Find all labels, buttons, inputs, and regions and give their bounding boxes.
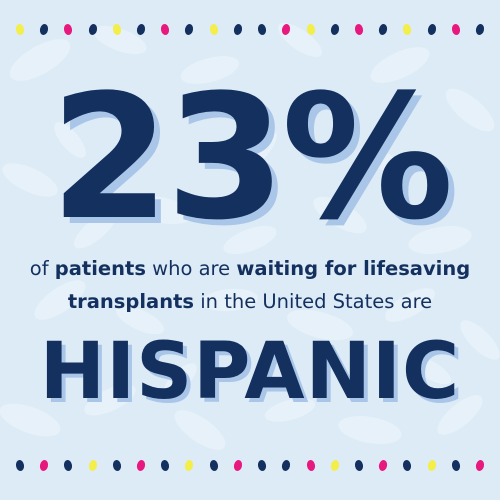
decorative-dot (426, 459, 437, 472)
description-line-2: transplants in the United States are (0, 290, 500, 314)
leaf-shape (0, 403, 61, 437)
leaf-shape (385, 288, 435, 322)
leaf-shape (174, 410, 226, 450)
decorative-dot (257, 459, 267, 472)
decorative-dot (111, 459, 122, 472)
sentence-segment: waiting for lifesaving (236, 257, 471, 280)
leaf-shape (163, 363, 197, 397)
leaf-shape (243, 130, 277, 170)
leaf-shape (116, 305, 164, 335)
decorative-dot (160, 459, 171, 472)
decorative-dot (378, 459, 389, 472)
decorative-dot (160, 23, 171, 36)
leaf-shape (359, 148, 401, 172)
decorative-dot (305, 459, 316, 472)
sentence-segment: who are (145, 257, 237, 280)
leaf-shape (313, 196, 367, 234)
decorative-dot (402, 23, 413, 36)
decorative-dot (15, 459, 25, 472)
decorative-dot (15, 23, 25, 36)
decorative-dot (329, 23, 340, 36)
leaf-shape (74, 211, 116, 249)
leaf-shape (445, 88, 495, 132)
decorative-dot (450, 23, 461, 36)
decorative-dot (39, 459, 50, 472)
leaf-shape (54, 122, 86, 158)
leaf-shape (93, 25, 147, 55)
leaf-shape (202, 288, 258, 312)
decorative-dot (305, 23, 316, 36)
leaf-shape (9, 39, 71, 81)
decorative-dot (63, 23, 74, 36)
decorative-dot (232, 459, 243, 472)
sentence-segment: transplants (67, 290, 195, 313)
decorative-dot (281, 459, 292, 472)
decorative-dot (354, 459, 364, 472)
decorative-dot (135, 459, 147, 472)
leaf-shape (286, 309, 354, 341)
leaf-shape (34, 280, 86, 320)
leaf-shape (264, 398, 316, 422)
leaf-shape (223, 225, 277, 255)
statistic-percentage: 23% (50, 57, 454, 258)
decorative-dot (281, 23, 292, 36)
decorative-dot (232, 23, 243, 36)
leaf-shape (437, 395, 483, 435)
decorative-dot (208, 459, 219, 472)
decorative-dot (257, 23, 267, 36)
decorative-dot (39, 23, 50, 36)
decorative-dot (378, 23, 389, 36)
decorative-dot (474, 459, 486, 472)
decorative-dot (208, 23, 219, 36)
sentence-segment: of (29, 257, 55, 280)
decorative-dot (184, 23, 195, 36)
decorative-dot (474, 23, 486, 36)
decorative-dot (426, 23, 437, 36)
decorative-dot (87, 23, 98, 36)
leaf-shape (408, 355, 452, 385)
top-dot-row (0, 20, 500, 40)
leaf-shape (408, 226, 472, 254)
decorative-dot (63, 459, 74, 472)
decorative-dot (450, 459, 461, 472)
leaf-shape (84, 384, 136, 416)
bottom-dot-row (0, 456, 500, 476)
leaf-shape (370, 47, 430, 83)
decorative-dot (402, 459, 413, 472)
leaf-shape (180, 56, 240, 84)
decorative-dot (184, 459, 195, 472)
decorative-dot (111, 23, 122, 36)
decorative-dot (135, 23, 147, 36)
description-line-1: of patients who are waiting for lifesavi… (0, 257, 500, 281)
sentence-segment: patients (54, 257, 146, 280)
leaf-shape (338, 416, 402, 444)
decorative-dot (329, 459, 340, 472)
decorative-dot (354, 23, 364, 36)
leaf-shape (126, 195, 194, 225)
decorative-dot (87, 459, 98, 472)
sentence-segment: in the United States are (194, 290, 433, 313)
highlight-word: HISPANIC (39, 327, 461, 417)
leaf-shape (2, 163, 58, 197)
leaf-shape (460, 320, 500, 360)
